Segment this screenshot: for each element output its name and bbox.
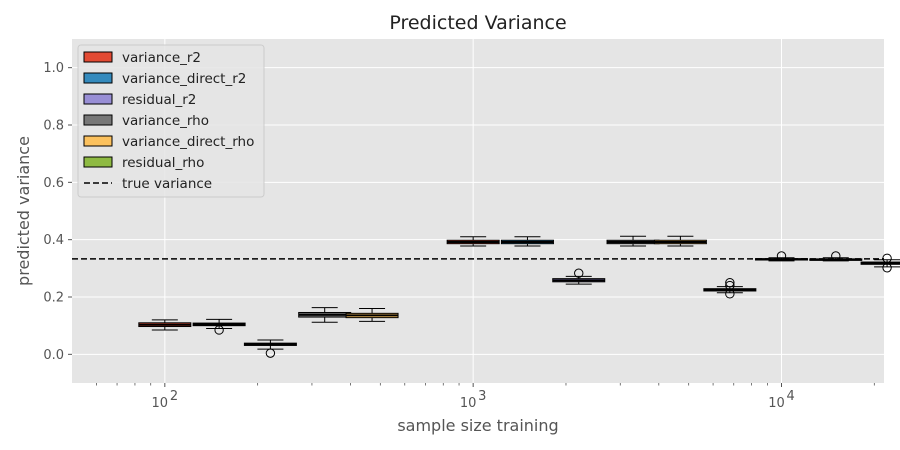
- box-residual_r2: [243, 339, 297, 358]
- y-tick-label: 0.4: [43, 233, 64, 248]
- legend-swatch: [83, 156, 113, 168]
- y-tick-label: 0.8: [43, 119, 64, 134]
- box-variance_r2: [754, 251, 808, 262]
- y-axis-label: predicted variance: [14, 136, 33, 286]
- box-variance_direct_rho: [653, 235, 707, 247]
- box-series: [138, 235, 900, 358]
- x-tick-label: 10: [460, 396, 477, 411]
- box-residual_r2: [552, 268, 606, 285]
- legend-swatch: [83, 93, 113, 105]
- flier-point: [265, 348, 276, 358]
- box-variance_rho: [298, 307, 352, 323]
- x-tick-exponent: 2: [170, 389, 178, 404]
- legend-label: variance_direct_rho: [122, 134, 254, 150]
- x-axis-ticks: 10 2 10 3 10 4: [96, 383, 875, 411]
- legend-label: residual_rho: [122, 155, 204, 171]
- x-tick-exponent: 3: [478, 389, 486, 404]
- box-residual_r2: [860, 253, 900, 273]
- legend-label: variance_direct_r2: [122, 71, 246, 87]
- box-variance_r2: [138, 319, 192, 331]
- y-axis-ticks: 0.0 0.2 0.4 0.6 0.8 1.0: [43, 61, 72, 363]
- flier-point: [725, 277, 735, 288]
- legend-label: variance_r2: [122, 50, 201, 66]
- legend-label: residual_r2: [122, 92, 196, 108]
- y-tick-label: 0.0: [43, 348, 64, 363]
- flier-point: [882, 263, 892, 273]
- legend-swatch: [83, 114, 113, 126]
- box-variance_direct_r2: [809, 251, 863, 262]
- legend-label: variance_rho: [122, 113, 209, 129]
- y-tick-label: 1.0: [43, 61, 64, 76]
- legend-swatch: [83, 135, 113, 147]
- legend-swatch: [83, 51, 113, 63]
- box-residual_rho: [703, 277, 757, 299]
- x-tick-label: 10: [152, 396, 169, 411]
- y-tick-label: 0.2: [43, 291, 64, 306]
- legend-frame: [77, 44, 265, 198]
- box-variance_direct_r2: [500, 236, 554, 247]
- flier-point: [574, 268, 584, 278]
- legend-swatch: [83, 72, 113, 84]
- box-variance_direct_r2: [192, 318, 246, 335]
- flier-point: [214, 325, 224, 335]
- legend: variance_r2 variance_direct_r2 residual_r2…: [77, 44, 265, 198]
- y-tick-label: 0.6: [43, 176, 64, 191]
- x-tick-label: 10: [768, 396, 785, 411]
- flier-point: [776, 251, 787, 261]
- legend-label: true variance: [122, 176, 212, 192]
- flier-point: [831, 251, 841, 261]
- chart-title: Predicted Variance: [389, 12, 566, 34]
- flier-point: [725, 280, 735, 291]
- box-variance_r2: [446, 236, 500, 247]
- x-tick-exponent: 4: [786, 389, 794, 404]
- box-variance_direct_rho: [345, 307, 399, 322]
- x-axis-label: sample size training: [397, 416, 558, 435]
